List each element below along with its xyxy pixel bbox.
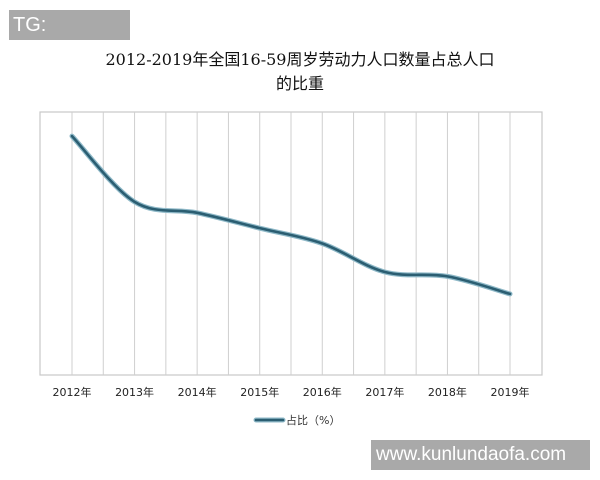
x-tick-label: 2014年 [178,385,217,399]
legend-label: 占比（%） [286,413,340,427]
watermark-bottom-right: www.kunlundaofa.com [371,440,590,470]
chart-title-line1: 2012-2019年全国16-59周岁劳动力人口数量占总人口 [105,50,495,69]
x-tick-label: 2017年 [365,385,404,399]
x-tick-label: 2012年 [53,385,92,399]
chart-title: 2012-2019年全国16-59周岁劳动力人口数量占总人口 的比重 [0,48,600,96]
chart-title-line2: 的比重 [275,74,324,93]
x-tick-label: 2013年 [115,385,154,399]
x-tick-label: 2018年 [428,385,467,399]
x-tick-label: 2015年 [240,385,279,399]
watermark-top-left: TG: MYYJJPP [9,10,130,66]
x-tick-label: 2019年 [491,385,530,399]
x-tick-label: 2016年 [303,385,342,399]
